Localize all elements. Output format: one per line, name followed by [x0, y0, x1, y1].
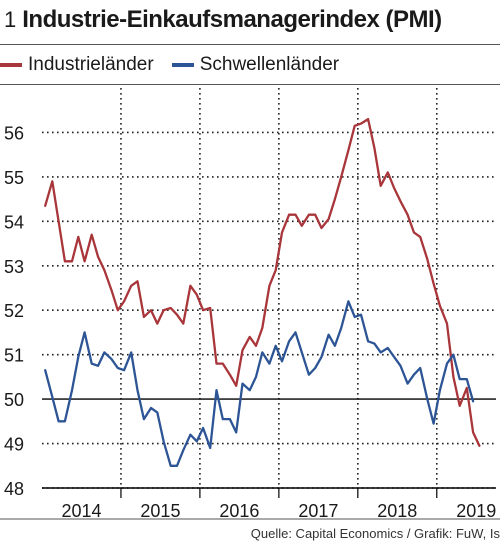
y-tick-label-53: 53 — [4, 257, 24, 277]
x-tick-label-2018: 2018 — [377, 501, 417, 520]
y-tick-label-52: 52 — [4, 301, 24, 321]
figure-number: 1 — [4, 7, 17, 32]
x-tick-label-2014: 2014 — [61, 501, 101, 520]
legend-label-schwellenlaender: Schwellenländer — [199, 54, 340, 75]
legend-divider — [0, 84, 500, 85]
y-tick-label-48: 48 — [4, 479, 24, 499]
x-tick-label-2019: 2019 — [456, 501, 496, 520]
legend-swatch-industrielaender — [0, 63, 22, 67]
series-line-schwellenlaender — [44, 300, 475, 467]
legend-item-industrielaender: Industrieländer — [0, 54, 154, 76]
series-line-industrielaender — [44, 117, 481, 447]
title-divider — [0, 44, 500, 45]
x-tick-label-2016: 2016 — [219, 501, 259, 520]
y-tick-label-55: 55 — [4, 168, 24, 188]
x-tick-label-2017: 2017 — [298, 501, 338, 520]
y-tick-label-49: 49 — [4, 435, 24, 455]
legend: Industrieländer Schwellenländer — [0, 54, 357, 76]
x-tick-label-2015: 2015 — [140, 501, 180, 520]
y-tick-label-51: 51 — [4, 346, 24, 366]
chart-title: Industrie-Einkaufsmanagerindex (PMI) — [22, 6, 442, 33]
legend-swatch-schwellenlaender — [171, 63, 194, 67]
chart-title-row: 1 Industrie-Einkaufsmanagerindex (PMI) — [4, 6, 442, 40]
y-tick-label-54: 54 — [4, 212, 24, 232]
y-tick-label-50: 50 — [4, 390, 24, 410]
legend-item-schwellenlaender: Schwellenländer — [171, 54, 340, 76]
legend-label-industrielaender: Industrieländer — [28, 54, 154, 75]
pmi-line-chart: 48 49 50 51 52 53 54 55 56 2014 2015 2016 2017 2018 20… — [0, 88, 500, 520]
y-tick-label-56: 56 — [4, 123, 24, 143]
source-note: Quelle: Capital Economics / Grafik: FuW,… — [250, 526, 500, 541]
